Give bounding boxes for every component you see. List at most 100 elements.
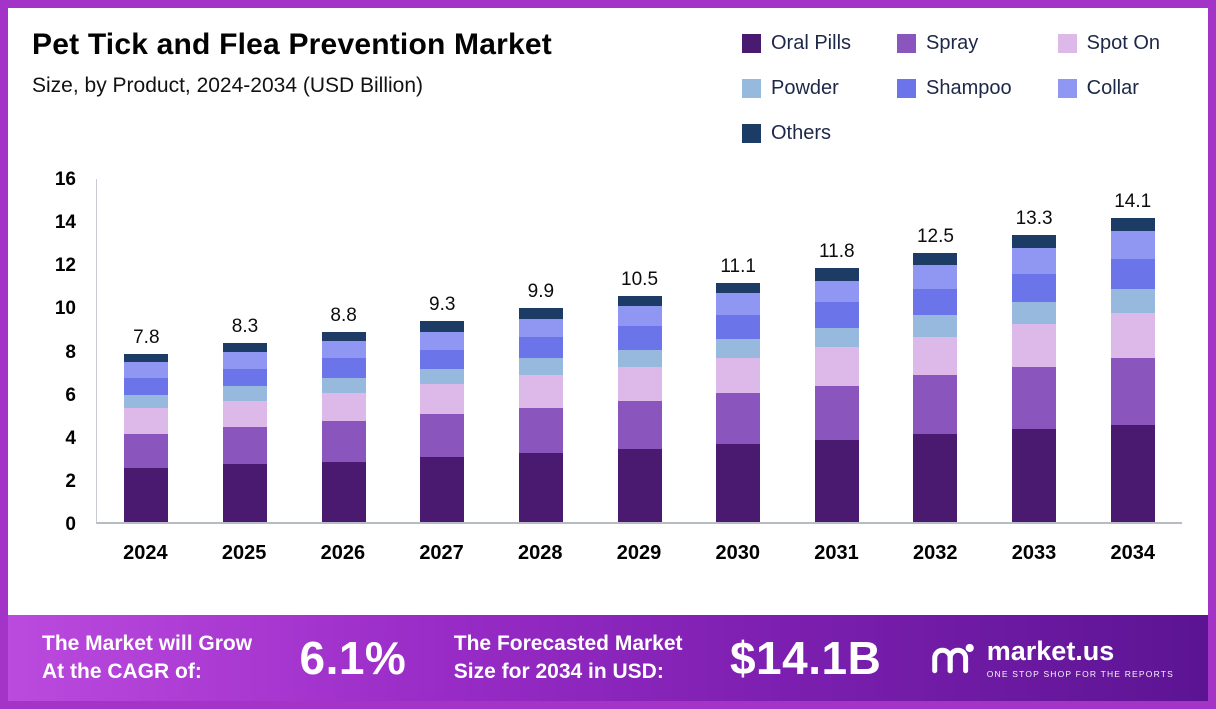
bar-segment-collar	[1110, 231, 1155, 260]
bar-segment-collar	[518, 319, 563, 337]
brand-block: market.us ONE STOP SHOP FOR THE REPORTS	[929, 635, 1174, 679]
bar-segment-spray	[1110, 358, 1155, 425]
forecast-label-line1: The Forecasted Market	[453, 631, 683, 655]
bar-segment-collar	[913, 265, 958, 290]
bar-segment-powder	[222, 386, 267, 402]
bar-segment-spray	[1012, 366, 1057, 430]
page-subtitle: Size, by Product, 2024-2034 (USD Billion…	[32, 74, 424, 97]
legend-item-collar: Collar	[1057, 77, 1160, 100]
x-tick-label: 2031	[814, 542, 859, 564]
marketus-logo-icon	[931, 643, 974, 674]
bar-total-label: 9.3	[429, 294, 456, 316]
bar-column: 7.8	[97, 179, 196, 522]
bar-stack	[420, 321, 465, 522]
cagr-value: 6.1%	[299, 632, 407, 684]
bar-segment-spray	[716, 392, 761, 445]
bar-segment-powder	[518, 358, 563, 376]
bar-segment-spray	[420, 414, 465, 458]
bar-column: 11.1	[689, 179, 788, 522]
bar-column: 8.8	[294, 179, 393, 522]
bar-stack	[124, 353, 169, 522]
bar-segment-oral-pills	[716, 444, 761, 522]
bar-segment-oral-pills	[814, 440, 859, 522]
legend-item-powder: Powder	[742, 77, 851, 100]
bar-total-label: 8.3	[231, 315, 259, 337]
header: Pet Tick and Flea Prevention Market Size…	[8, 8, 1208, 145]
legend-swatch	[742, 124, 761, 143]
x-tick-label: 2028	[518, 542, 563, 564]
bar-segment-shampoo	[518, 336, 563, 359]
x-tick-label: 2025	[221, 542, 267, 564]
bar-segment-collar	[222, 351, 267, 369]
page-title: Pet Tick and Flea Prevention Market	[32, 28, 552, 61]
bar-segment-collar	[617, 306, 662, 326]
x-tick-label: 2026	[320, 542, 366, 564]
x-axis: 2024 2025 2026 2027 2028 2029 2030 2031 2032 2033…	[96, 524, 1182, 565]
bar-segment-spray	[321, 420, 366, 462]
bar-stack	[617, 295, 662, 522]
bar-segment-collar	[420, 332, 465, 350]
bar-segment-powder	[1012, 302, 1057, 324]
bar-segment-collar	[1012, 248, 1057, 275]
bar-total-label: 8.8	[330, 305, 357, 327]
cagr-label-line2: At the CAGR of:	[42, 660, 202, 683]
bar-segment-oral-pills	[321, 461, 366, 522]
legend: Oral Pills Spray Spot On Powder Shampoo Colla…	[742, 28, 1182, 145]
bar-segment-shampoo	[913, 289, 958, 316]
y-tick-label: 2	[65, 470, 76, 492]
bar-total-label: 10.5	[621, 268, 659, 290]
bar-segment-spot-on	[617, 366, 662, 402]
bar-segment-oral-pills	[124, 468, 169, 522]
legend-label: Shampoo	[926, 77, 1012, 99]
forecast-label-line2: Size for 2034 in USD:	[453, 660, 664, 683]
bar-segment-powder	[420, 368, 465, 385]
bar-column: 9.9	[492, 179, 591, 522]
bar-stack	[321, 332, 366, 522]
bar-segment-spot-on	[913, 336, 958, 376]
bar-segment-spot-on	[716, 358, 761, 393]
y-axis: 0 2 4 6 8 10 12 14 16	[38, 169, 88, 535]
bar-segment-powder	[716, 338, 761, 359]
legend-label: Spot On	[1086, 32, 1161, 54]
bar-total-label: 14.1	[1114, 191, 1152, 213]
bar-column: 12.5	[886, 179, 985, 522]
bar-column: 8.3	[196, 179, 295, 522]
legend-item-spray: Spray	[897, 32, 1012, 55]
x-tick-label: 2033	[1011, 542, 1057, 564]
brand-tagline: ONE STOP SHOP FOR THE REPORTS	[986, 668, 1174, 679]
bar-segment-collar	[716, 293, 761, 316]
bar-segment-oral-pills	[1012, 429, 1057, 522]
bar-segment-spray	[617, 401, 662, 449]
bar-segment-powder	[814, 328, 859, 348]
bar-segment-collar	[124, 362, 169, 378]
bar-segment-powder	[617, 349, 662, 367]
bar-segment-others	[1012, 235, 1057, 249]
legend-label: Powder	[771, 77, 839, 99]
bar-segment-collar	[814, 280, 859, 303]
bar-total-label: 7.8	[133, 326, 160, 348]
chart-area: 0 2 4 6 8 10 12 14 16 7.8 8.3 8.8 9.3 9.9 10.5 11.1 11.…	[38, 169, 1182, 565]
bar-segment-oral-pills	[617, 448, 662, 522]
cagr-label: The Market will Grow At the CAGR of:	[42, 630, 252, 687]
bar-column: 11.8	[787, 179, 886, 522]
y-tick-label: 16	[54, 169, 76, 190]
brand-name: market.us	[986, 635, 1115, 666]
bar-segment-oral-pills	[1110, 425, 1155, 522]
footer-banner: The Market will Grow At the CAGR of: 6.1…	[8, 615, 1208, 701]
bar-segment-spray	[222, 427, 267, 464]
bar-total-label: 11.8	[819, 240, 855, 262]
legend-swatch	[742, 34, 761, 53]
bar-total-label: 12.5	[916, 225, 954, 247]
bar-segment-powder	[124, 394, 169, 408]
legend-item-others: Others	[742, 122, 851, 145]
bar-segment-others	[420, 321, 465, 333]
bar-segment-spray	[913, 375, 958, 434]
legend-label: Others	[771, 122, 832, 144]
x-tick-label: 2032	[912, 542, 958, 564]
bar-segment-spot-on	[814, 347, 859, 387]
legend-swatch	[742, 79, 761, 98]
bar-segment-shampoo	[124, 377, 169, 395]
bar-segment-shampoo	[1110, 259, 1155, 290]
y-tick-label: 0	[65, 514, 76, 535]
